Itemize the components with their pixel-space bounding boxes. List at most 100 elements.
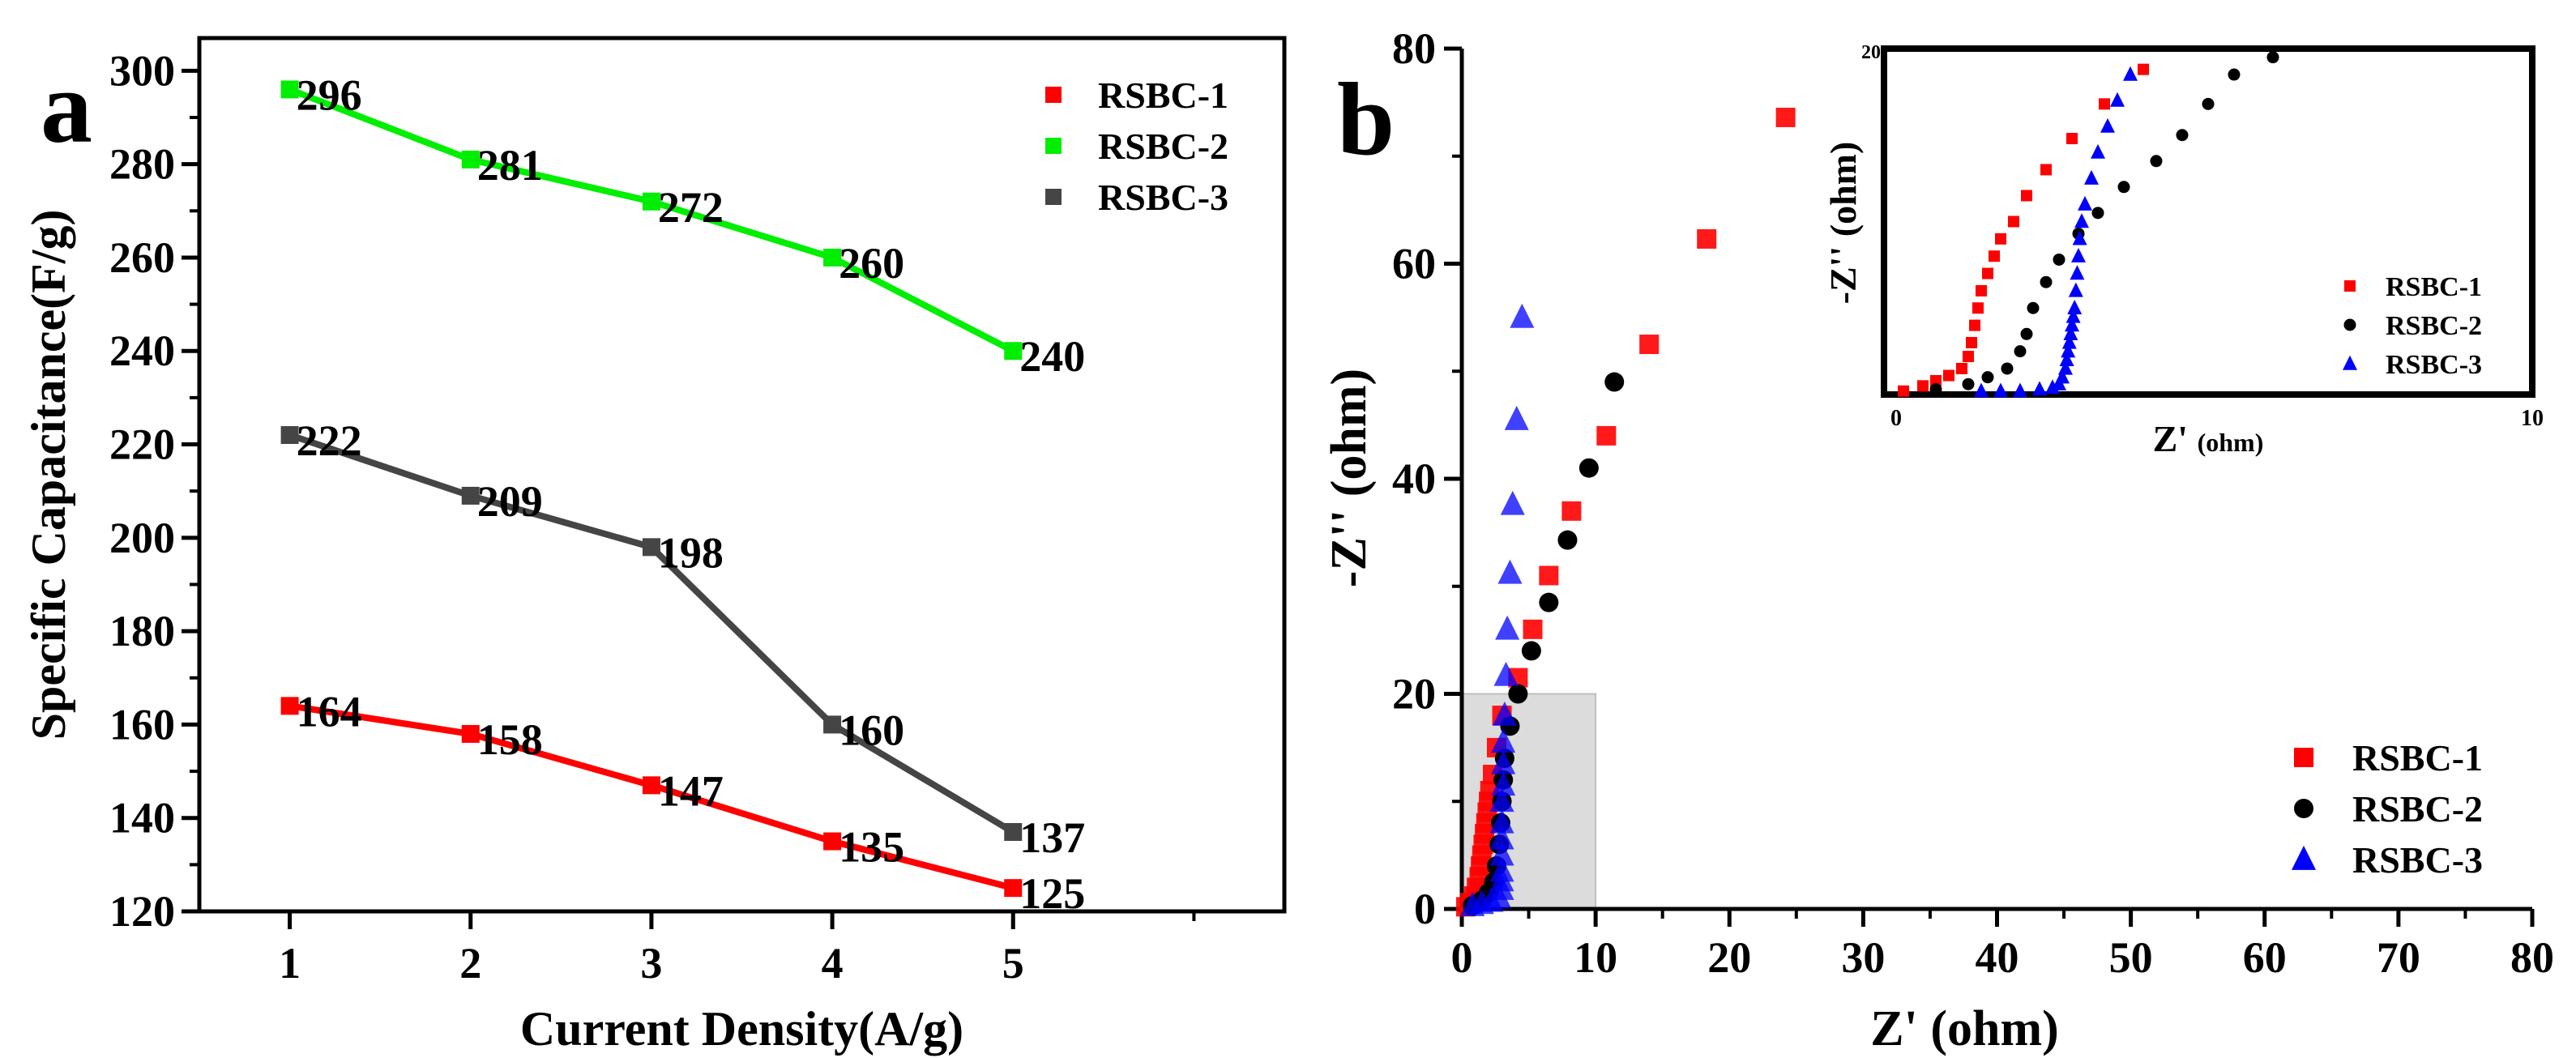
panel-b-inset-legend-label: RSBC-2: [2386, 311, 2482, 341]
panel-b-point: [1495, 615, 1520, 640]
panel-a-data-label: 260: [839, 239, 904, 288]
panel-b-point: [1557, 530, 1578, 550]
panel-b-inset-point: [2061, 343, 2076, 358]
panel-a-axes-frame: [197, 36, 1287, 914]
panel-a-ytick-label: 260: [109, 233, 175, 282]
panel-b-inset-point: [2266, 51, 2279, 64]
panel-b-inset-point: [2027, 301, 2040, 314]
panel-b-inset-point: [2091, 143, 2105, 159]
panel-b-xlabel: Z' (ohm): [1870, 1001, 2059, 1056]
panel-a-data-label: 147: [658, 766, 724, 815]
panel-b-inset-point: [1963, 351, 1974, 363]
panel-b-legend-swatch: [2294, 799, 2313, 818]
panel-b-point: [1639, 335, 1660, 355]
panel-a-ytick-label: 280: [109, 140, 175, 189]
panel-b-inset-point: [2099, 98, 2110, 110]
panel-b-inset-series-rsbc-3: [1974, 66, 2138, 398]
panel-b-inset-point: [1962, 378, 1975, 390]
panel-b-inset-point: [1898, 385, 1909, 397]
panel-a-xtick-label: 2: [459, 939, 481, 988]
panel-b-inset-point: [2202, 97, 2215, 110]
panel-b-xtick-label: 40: [1976, 933, 2019, 982]
panel-a-legend-swatch: [1045, 138, 1062, 154]
panel-b-point: [1604, 372, 1625, 392]
panel-b-inset-point: [2228, 68, 2241, 81]
panel-a-data-label: 125: [1019, 869, 1085, 918]
panel-b-inset-point: [2055, 369, 2070, 384]
panel-b-inset-point: [1969, 319, 1980, 331]
panel-a-legend-label: RSBC-3: [1098, 177, 1228, 218]
panel-a-series-line: [288, 432, 1015, 835]
panel-b-inset-point: [2066, 133, 2078, 145]
panel-b-point: [1578, 458, 1599, 478]
panel-b-legend-swatch: [2294, 748, 2313, 767]
panel-b-point: [1539, 565, 1559, 586]
panel-a-ytick-label: 200: [109, 514, 175, 562]
panel-b-point: [1521, 641, 1541, 661]
panel-b-ylabel: -Z'' (ohm): [1322, 369, 1377, 587]
panel-b-point: [1491, 728, 1516, 753]
panel-a-series-line: [288, 702, 1015, 892]
panel-b-point: [1697, 228, 1717, 249]
panel-b-inset-point: [2123, 66, 2138, 81]
panel-a-ytick-label: 220: [109, 420, 175, 469]
panel-a-point: [1004, 342, 1023, 360]
panel-a-point: [823, 715, 842, 734]
panel-a-xtick-label: 3: [640, 939, 662, 988]
panel-b-ytick-label: 60: [1392, 240, 1436, 288]
panel-b-inset-point: [1929, 383, 1942, 396]
panel-b-inset-point: [2014, 345, 2027, 358]
panel-b-inset-point: [1993, 382, 2008, 398]
panel-b-inset-xtick-label: 10: [2521, 406, 2544, 431]
panel-b-point: [1561, 501, 1582, 521]
panel-b-xtick-label: 30: [1841, 933, 1885, 982]
panel-a-legend-label: RSBC-1: [1098, 75, 1228, 116]
panel-a-data-label: 135: [839, 823, 904, 872]
panel-a-point: [642, 192, 660, 211]
panel-b-inset-legend-swatch: [2343, 318, 2356, 331]
panel-a-xtick-label: 4: [822, 939, 844, 988]
panel-b-inset-series-rsbc-2: [1929, 51, 2279, 396]
panel-a-point: [461, 486, 480, 505]
panel-a-series-rsbc-1: 164 158 147 135 125: [280, 687, 1085, 918]
panel-a-xtick-label: 5: [1002, 939, 1024, 988]
panel-b-xtick-label: 0: [1451, 933, 1473, 982]
panel-b-point: [1489, 808, 1514, 834]
panel-b-inset-ytick-label: 20: [1861, 42, 1881, 63]
panel-a-ytick-label: 240: [109, 326, 175, 375]
panel-b-inset-point: [2008, 215, 2019, 228]
panel-b-xtick-label: 50: [2109, 933, 2153, 982]
panel-b-inset-point: [2067, 299, 2083, 314]
panel-a-point: [823, 832, 842, 851]
panel-b-ytick-label: 0: [1414, 885, 1436, 933]
panel-a-data-label: 222: [297, 416, 362, 465]
panel-b-inset-point: [1974, 382, 1989, 398]
panel-b-inset-point: [2001, 362, 2014, 375]
panel-b-legend-swatch: [2292, 845, 2316, 870]
panel-a-point: [1004, 823, 1023, 841]
panel-a-data-label: 158: [477, 715, 543, 764]
panel-a-ylabel: Specific Capacitance(F/g): [22, 210, 75, 740]
panel-b-inset-point: [2138, 63, 2149, 75]
panel-a-chart: 120 140 160 180 200 220 240 260 280 300 1 2 3 4 5 Curre…: [22, 36, 1287, 1056]
panel-b-inset-point: [2074, 213, 2089, 228]
panel-b-inset-chart: 20 0 10 Z' (ohm) -Z'' (ohm) RSBC-1 RSBC-2 RSBC-…: [1822, 42, 2544, 459]
panel-b-point: [1489, 787, 1514, 813]
panel-b-inset-point: [2068, 282, 2083, 297]
panel-b-inset-point: [2065, 317, 2079, 332]
panel-b-inset-point: [2013, 382, 2027, 398]
panel-b-point: [1596, 425, 1617, 446]
panel-b-point: [1497, 559, 1523, 584]
panel-b-inset-point: [2150, 155, 2163, 168]
panel-a-point: [823, 248, 842, 267]
panel-a-point: [461, 724, 480, 743]
panel-b-xtick-label: 80: [2510, 933, 2554, 982]
panel-b-inset-point: [2084, 169, 2099, 185]
panel-b-point: [1775, 107, 1796, 127]
panel-b-inset-point: [2091, 207, 2104, 220]
panel-b-inset-point: [2176, 129, 2189, 142]
panel-b-point: [1489, 857, 1514, 882]
panel-a-point: [1004, 879, 1023, 898]
panel-b-inset-legend-label: RSBC-1: [2386, 272, 2482, 302]
